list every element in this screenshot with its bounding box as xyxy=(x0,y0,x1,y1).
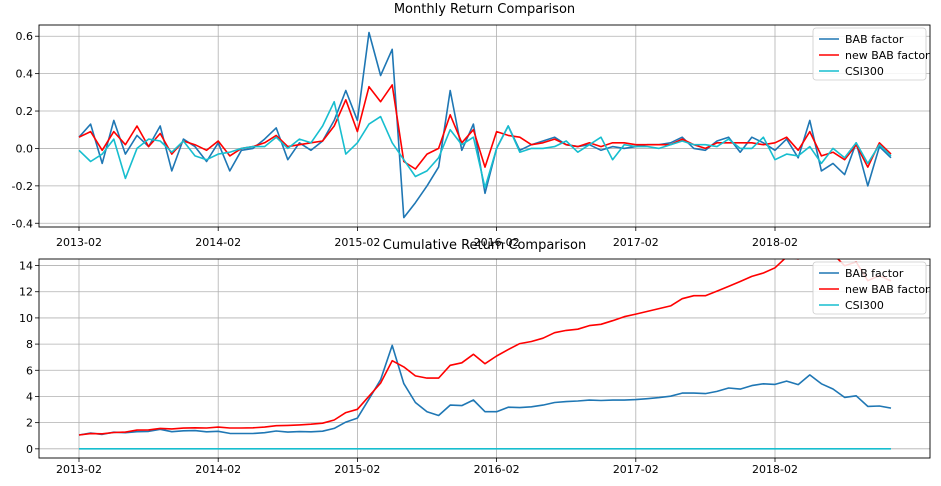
y-tick-label: 0.6 xyxy=(16,30,34,43)
legend-label: BAB factor xyxy=(845,267,904,280)
series-line-csi300 xyxy=(78,100,892,189)
legend: BAB factor new BAB factor CSI300 xyxy=(812,27,930,81)
legend-label: CSI300 xyxy=(845,65,884,78)
series-line-new-bab-factor xyxy=(78,259,892,436)
x-tick-label: 2018-02 xyxy=(752,463,798,476)
chart-panel-2: 0 2 4 6 8 10 12 14 2013-02 2014-02 2015-02 2016-02 2… xyxy=(19,238,931,476)
plot-frame xyxy=(38,258,931,459)
x-tick-label: 2013-02 xyxy=(56,463,102,476)
x-tick-label: 2014-02 xyxy=(195,463,241,476)
x-tick-label: 2017-02 xyxy=(613,463,659,476)
x-tick-label: 2016-02 xyxy=(474,463,520,476)
series-line-bab-factor xyxy=(78,31,892,219)
y-tick-label: 4 xyxy=(26,390,33,403)
legend-label: BAB factor xyxy=(845,33,904,46)
legend-label: CSI300 xyxy=(845,299,884,312)
legend-label: new BAB factor xyxy=(845,49,930,62)
y-tick-label: 0.4 xyxy=(16,68,34,81)
plot-frame xyxy=(38,24,931,228)
x-tick-label: 2016-02 xyxy=(474,236,520,249)
x-tick-label: 2018-02 xyxy=(752,236,798,249)
x-tick-label: 2014-02 xyxy=(195,236,241,249)
y-tick-label: 0.0 xyxy=(16,142,34,155)
y-tick-label: -0.2 xyxy=(12,180,33,193)
y-tick-label: 0.2 xyxy=(16,105,34,118)
x-tick-label: 2013-02 xyxy=(56,236,102,249)
x-tick-label: 2015-02 xyxy=(334,463,380,476)
y-tick-label: -0.4 xyxy=(12,217,33,230)
legend: BAB factor new BAB factor CSI300 xyxy=(812,261,930,315)
x-tick-label: 2017-02 xyxy=(613,236,659,249)
y-tick-label: 2 xyxy=(26,417,33,430)
legend-label: new BAB factor xyxy=(845,283,930,296)
chart-title: Monthly Return Comparison xyxy=(394,2,575,17)
chart-panel-1: -0.4 -0.2 0.0 0.2 0.4 0.6 2013-02 2014-02 2015-0… xyxy=(12,2,931,249)
y-tick-label: 12 xyxy=(19,286,33,299)
y-tick-label: 8 xyxy=(26,338,33,351)
y-tick-label: 6 xyxy=(26,364,33,377)
chart-title: Cumulative Return Comparison xyxy=(383,238,586,253)
series-line-bab-factor xyxy=(78,344,892,436)
y-tick-label: 10 xyxy=(19,312,33,325)
legend-box xyxy=(812,27,927,81)
legend-box xyxy=(812,261,927,315)
y-tick-label: 14 xyxy=(19,260,33,273)
x-tick-label: 2015-02 xyxy=(334,236,380,249)
series-line-new-bab-factor xyxy=(78,84,892,170)
y-tick-label: 0 xyxy=(26,443,33,456)
